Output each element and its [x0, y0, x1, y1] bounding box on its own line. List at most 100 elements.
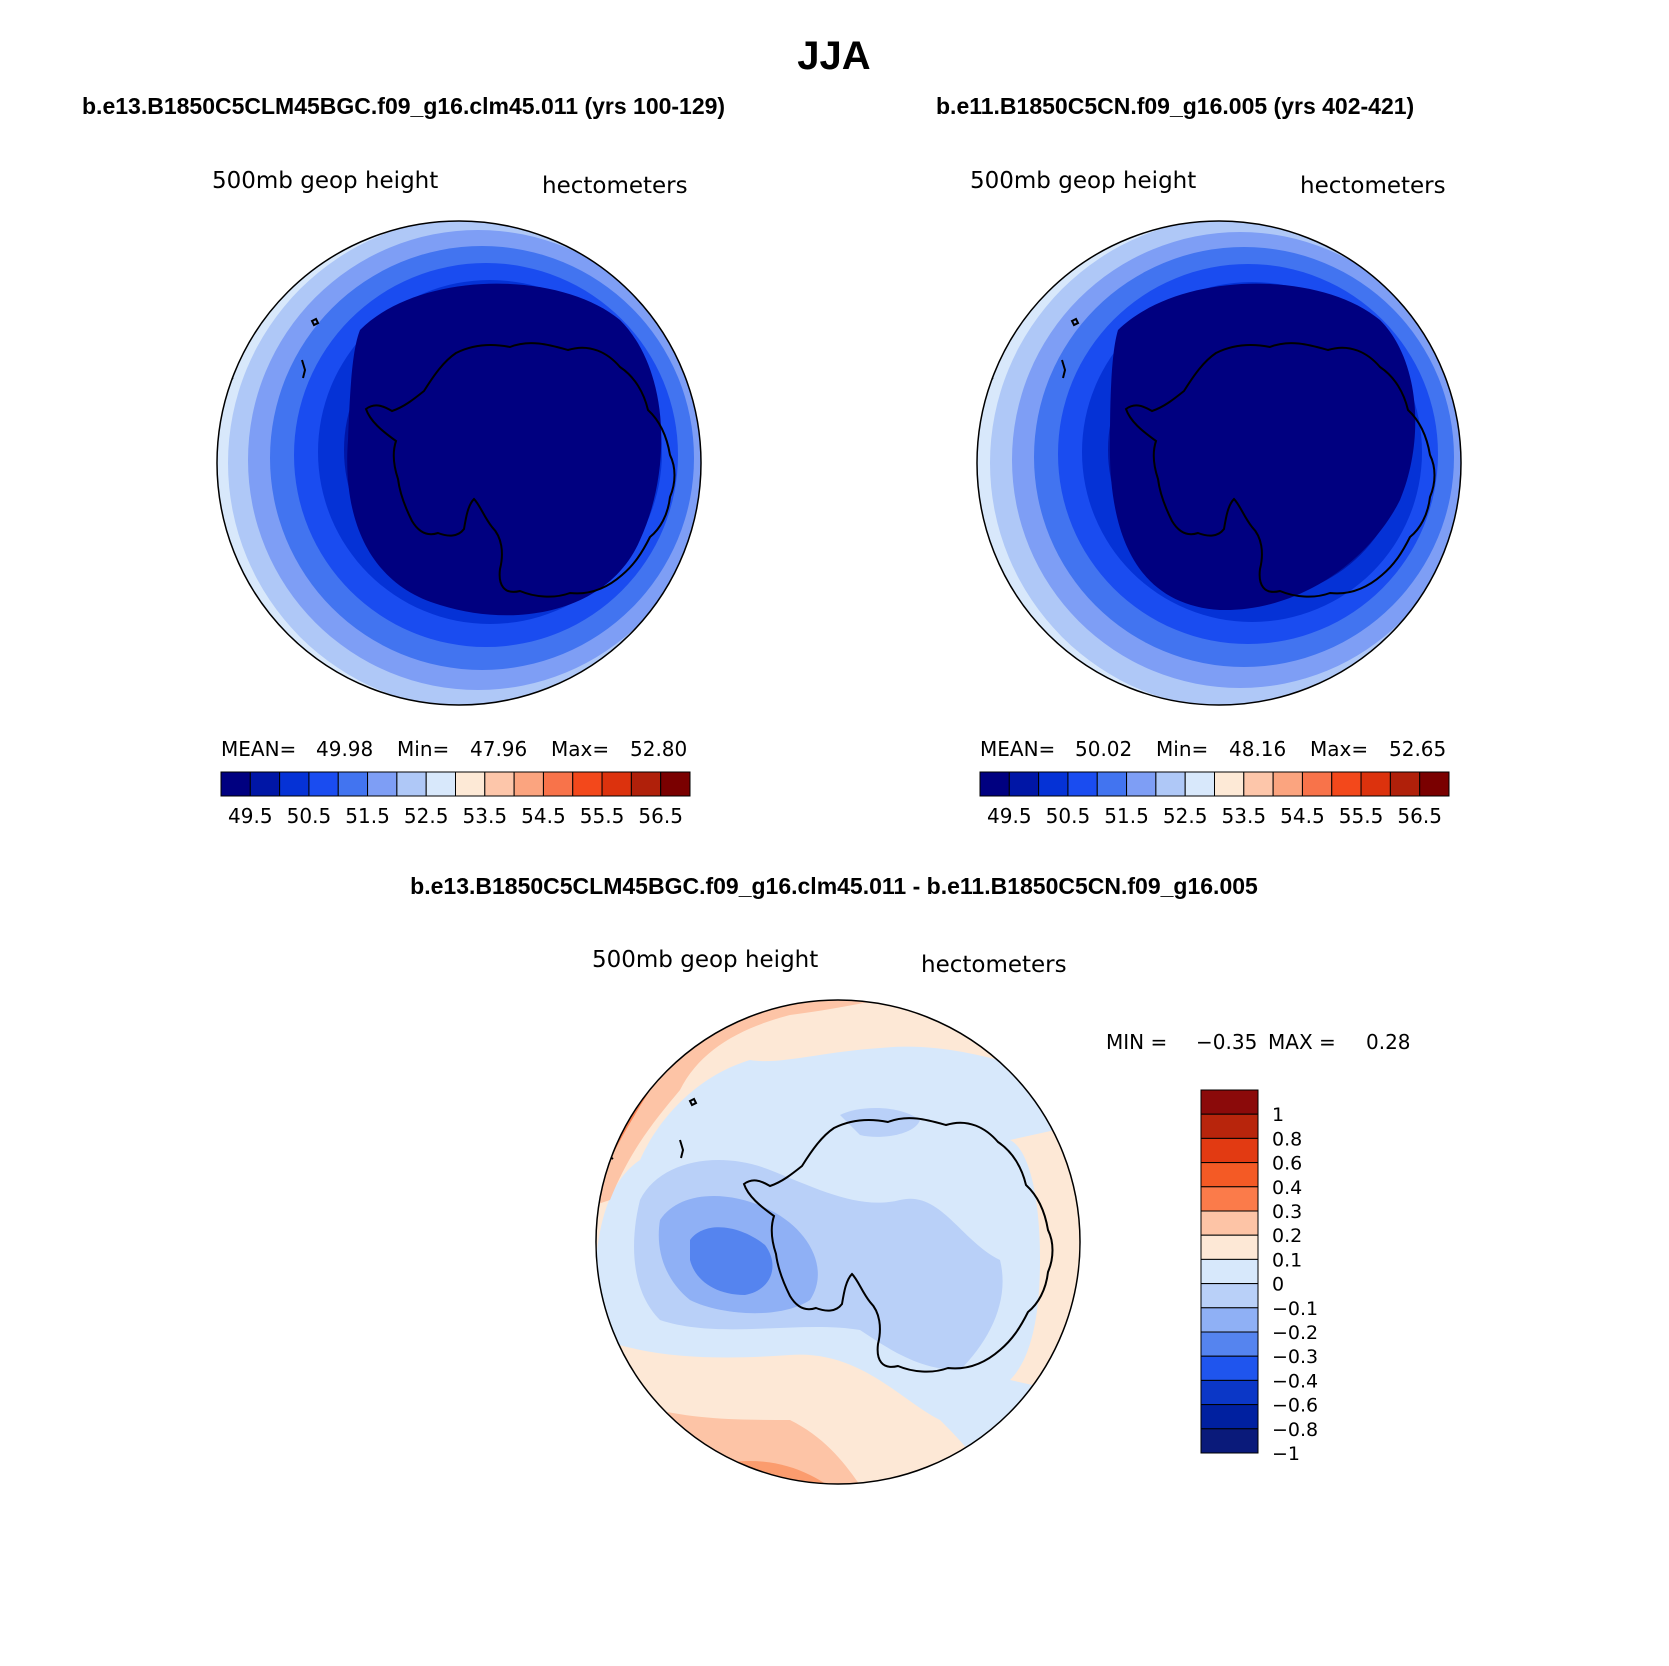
right-band-8	[1109, 283, 1416, 611]
difference-colorbar-swatch-11	[1200, 1355, 1259, 1381]
left-polar-map	[217, 221, 701, 705]
left-colorbar-swatch-6	[396, 771, 427, 797]
difference-colorbar-swatch-4	[1200, 1186, 1259, 1212]
difference-max-label: MAX =	[1268, 1030, 1336, 1054]
difference-max-value: 0.28	[1366, 1030, 1411, 1054]
right-colorbar-swatch-12	[1331, 771, 1362, 797]
difference-colorbar-label: 0.4	[1272, 1177, 1302, 1199]
right-colorbar-swatch-7	[1184, 771, 1215, 797]
difference-colorbar-swatch-13	[1200, 1404, 1259, 1430]
right-colorbar-tick-label: 52.5	[1163, 804, 1208, 828]
diff-negative-top	[840, 1108, 920, 1137]
left-variable-label: 500mb geop height	[212, 168, 438, 194]
difference-colorbar: 10.8 0.60.40.30.20.1 0−0.1−0.2−0.3−0.4 −0.6…	[1200, 1089, 1318, 1465]
difference-colorbar-label: 0	[1272, 1274, 1284, 1296]
difference-colorbar-swatch-12	[1200, 1379, 1259, 1406]
right-colorbar-swatch-4	[1096, 771, 1128, 797]
right-colorbar-swatch-2	[1038, 771, 1069, 797]
left-colorbar-swatch-10	[513, 771, 544, 797]
right-min-value: 48.16	[1229, 737, 1286, 761]
left-colorbar: 49.5 50.5 51.5 52.5 53.5 54.5 55.5 56.5	[220, 771, 691, 828]
difference-colorbar-label: 0.8	[1272, 1128, 1302, 1150]
difference-colorbar-swatch-5	[1200, 1210, 1259, 1236]
difference-colorbar-label: −0.3	[1272, 1346, 1318, 1368]
right-colorbar-swatch-0	[979, 771, 1010, 797]
difference-colorbar-swatch-6	[1200, 1234, 1259, 1260]
left-colorbar-swatch-13	[601, 771, 632, 797]
difference-map-border	[595, 999, 1081, 1485]
left-max-value: 52.80	[630, 737, 687, 761]
difference-colorbar-label: 0.1	[1272, 1249, 1302, 1271]
left-colorbar-tick-label: 56.5	[638, 804, 683, 828]
difference-variable-label: 500mb geop height	[592, 947, 818, 973]
left-colorbar-swatch-2	[279, 771, 310, 797]
right-colorbar: 49.5 50.5 51.5 52.5 53.5 54.5 55.5 56.5	[979, 771, 1450, 828]
left-colorbar-swatch-3	[308, 771, 339, 797]
right-panel: b.e11.B1850C5CN.f09_g16.005 (yrs 402-421…	[936, 93, 1462, 828]
right-colorbar-swatch-8	[1214, 771, 1245, 797]
difference-colorbar-swatch-10	[1200, 1331, 1259, 1357]
left-colorbar-swatch-11	[542, 771, 574, 797]
left-colorbar-tick-label: 52.5	[404, 804, 449, 828]
difference-units-label: hectometers	[921, 952, 1067, 978]
right-mean-label: MEAN=	[980, 737, 1055, 761]
difference-colorbar-swatch-2	[1200, 1137, 1259, 1164]
left-mean-value: 49.98	[316, 737, 373, 761]
right-colorbar-swatch-1	[1008, 771, 1040, 797]
right-colorbar-tick-label: 56.5	[1397, 804, 1442, 828]
left-mean-label: MEAN=	[221, 737, 296, 761]
difference-min-label: MIN =	[1106, 1030, 1167, 1054]
left-colorbar-tick-label: 51.5	[345, 804, 390, 828]
right-colorbar-swatch-10	[1272, 771, 1303, 797]
left-colorbar-swatch-4	[337, 771, 369, 797]
left-max-label: Max=	[551, 737, 609, 761]
right-mean-value: 50.02	[1075, 737, 1132, 761]
difference-colorbar-swatch-1	[1200, 1113, 1259, 1139]
diff-negative-3	[690, 1227, 773, 1295]
difference-title: b.e13.B1850C5CLM45BGC.f09_g16.clm45.011 …	[410, 873, 1258, 899]
difference-colorbar-label: −0.2	[1272, 1322, 1318, 1344]
right-colorbar-swatch-14	[1389, 771, 1421, 797]
right-case-title: b.e11.B1850C5CN.f09_g16.005 (yrs 402-421…	[936, 93, 1414, 119]
left-colorbar-tick-label: 50.5	[287, 804, 332, 828]
left-min-label: Min=	[397, 737, 449, 761]
left-colorbar-tick-label: 54.5	[521, 804, 566, 828]
difference-colorbar-swatch-0	[1200, 1089, 1259, 1115]
difference-colorbar-swatch-8	[1200, 1283, 1259, 1309]
difference-polar-map	[596, 1000, 1080, 1484]
difference-colorbar-label: −1	[1272, 1443, 1300, 1465]
difference-panel: b.e13.B1850C5CLM45BGC.f09_g16.clm45.011 …	[410, 873, 1411, 1485]
difference-colorbar-swatch-9	[1200, 1307, 1259, 1333]
difference-colorbar-swatch-7	[1200, 1258, 1259, 1285]
right-colorbar-swatch-13	[1360, 771, 1391, 797]
left-colorbar-swatch-1	[249, 771, 281, 797]
difference-colorbar-label: 0.2	[1272, 1225, 1302, 1247]
left-colorbar-swatch-5	[367, 771, 398, 797]
left-colorbar-swatch-9	[484, 771, 515, 797]
right-colorbar-tick-label: 53.5	[1222, 804, 1267, 828]
difference-colorbar-label: −0.4	[1272, 1370, 1318, 1392]
difference-min-value: −0.35	[1196, 1030, 1257, 1054]
difference-colorbar-label: 1	[1272, 1104, 1284, 1126]
right-colorbar-swatch-9	[1243, 771, 1274, 797]
left-case-title: b.e13.B1850C5CLM45BGC.f09_g16.clm45.011 …	[82, 93, 725, 119]
right-units-label: hectometers	[1300, 173, 1446, 199]
difference-colorbar-swatch-3	[1200, 1162, 1259, 1188]
right-colorbar-swatch-3	[1067, 771, 1098, 797]
right-max-value: 52.65	[1389, 737, 1446, 761]
right-polar-map	[977, 221, 1461, 705]
difference-colorbar-label: −0.8	[1272, 1419, 1318, 1441]
right-colorbar-swatch-6	[1155, 771, 1186, 797]
right-colorbar-tick-label: 51.5	[1104, 804, 1149, 828]
diff-positive-top	[596, 1000, 1080, 1260]
left-colorbar-swatch-7	[425, 771, 457, 797]
figure-title: JJA	[797, 34, 870, 78]
difference-colorbar-label: 0.3	[1272, 1201, 1302, 1223]
difference-colorbar-label: −0.6	[1272, 1395, 1318, 1417]
difference-colorbar-swatch-14	[1200, 1428, 1259, 1454]
right-min-label: Min=	[1156, 737, 1208, 761]
right-colorbar-tick-label: 49.5	[987, 804, 1032, 828]
left-colorbar-tick-label: 55.5	[580, 804, 625, 828]
right-colorbar-swatch-11	[1301, 771, 1333, 797]
